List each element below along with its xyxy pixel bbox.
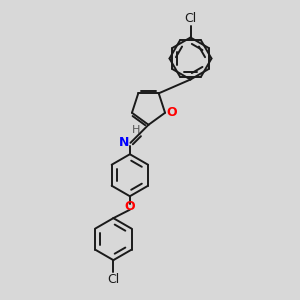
Text: N: N	[119, 136, 130, 149]
Text: Cl: Cl	[107, 273, 119, 286]
Text: H: H	[131, 125, 140, 135]
Text: O: O	[124, 200, 135, 213]
Text: Cl: Cl	[184, 12, 196, 25]
Text: O: O	[167, 106, 177, 119]
